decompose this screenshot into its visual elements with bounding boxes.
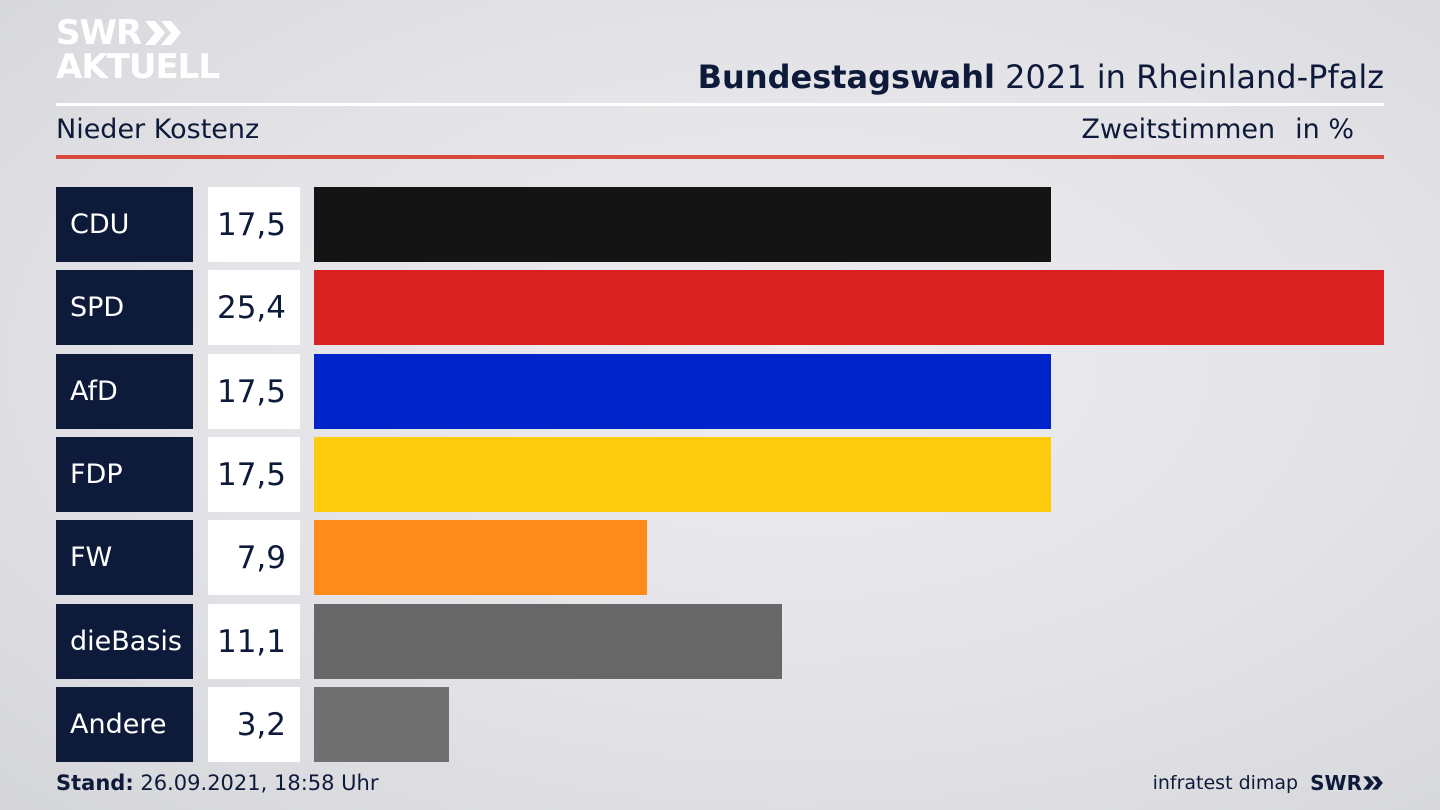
- title-bold: Bundestagswahl: [697, 58, 995, 96]
- stand-value: 26.09.2021, 18:58 Uhr: [133, 771, 379, 795]
- value-label: 17,5: [208, 437, 300, 512]
- bar-row: dieBasis 11,1: [56, 604, 1384, 679]
- bar: [314, 354, 1051, 429]
- measure-label: Zweitstimmen in %: [1081, 114, 1354, 145]
- bar-row: CDU 17,5: [56, 187, 1384, 262]
- value-label: 11,1: [208, 604, 300, 679]
- source-label: infratest dimap: [1152, 772, 1299, 794]
- double-chevron-icon: [1363, 776, 1383, 790]
- value-label: 3,2: [208, 687, 300, 762]
- value-label: 17,5: [208, 187, 300, 262]
- stand-label: Stand:: [56, 771, 134, 795]
- accent-divider: [56, 155, 1384, 159]
- logo-line2: AKTUELL: [56, 47, 220, 87]
- party-label: AfD: [56, 354, 193, 429]
- header-divider: [56, 103, 1384, 106]
- bar: [314, 604, 782, 679]
- party-label: SPD: [56, 270, 193, 345]
- measure-name: Zweitstimmen: [1081, 114, 1276, 145]
- bar-row: FW 7,9: [56, 520, 1384, 595]
- double-chevron-icon: [145, 21, 182, 45]
- bar: [314, 187, 1051, 262]
- party-label: FDP: [56, 437, 193, 512]
- bar: [314, 270, 1384, 345]
- logo-line1: SWR: [56, 13, 142, 53]
- bar: [314, 687, 449, 762]
- party-label: Andere: [56, 687, 193, 762]
- footer-logo-text: SWR: [1310, 771, 1362, 795]
- bar: [314, 520, 647, 595]
- title-rest: 2021 in Rheinland-Pfalz: [995, 58, 1384, 96]
- party-label: CDU: [56, 187, 193, 262]
- party-label: FW: [56, 520, 193, 595]
- bar-row: SPD 25,4: [56, 270, 1384, 345]
- bar-chart: CDU 17,5 SPD 25,4 AfD 17,5 FDP 17,5 FW 7,9 dieBasi…: [56, 187, 1384, 763]
- chart-title: Bundestagswahl 2021 in Rheinland-Pfalz: [698, 58, 1384, 96]
- footer-swr-logo: SWR: [1310, 771, 1384, 795]
- party-label: dieBasis: [56, 604, 193, 679]
- value-label: 25,4: [208, 270, 300, 345]
- value-label: 7,9: [208, 520, 300, 595]
- swr-aktuell-logo: SWR AKTUELL: [56, 13, 220, 87]
- bar-row: Andere 3,2: [56, 687, 1384, 762]
- bar: [314, 437, 1051, 512]
- bar-row: FDP 17,5: [56, 437, 1384, 512]
- location-label: Nieder Kostenz: [56, 114, 260, 145]
- bar-row: AfD 17,5: [56, 354, 1384, 429]
- measure-unit: in %: [1295, 114, 1354, 145]
- footer-credits: infratest dimap SWR: [1153, 771, 1384, 795]
- timestamp: Stand: 26.09.2021, 18:58 Uhr: [56, 771, 379, 795]
- value-label: 17,5: [208, 354, 300, 429]
